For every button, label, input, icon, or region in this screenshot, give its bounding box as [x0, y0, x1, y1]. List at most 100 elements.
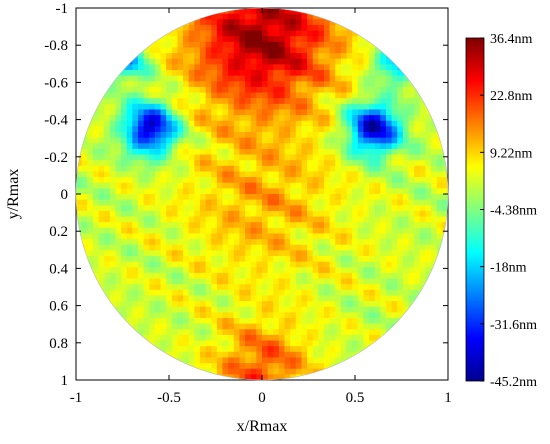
heatmap-cell [312, 143, 319, 150]
heatmap-cell [200, 278, 207, 285]
heatmap-cell [329, 53, 336, 60]
heatmap-cell [115, 227, 122, 235]
heatmap-cell [216, 301, 224, 308]
heatmap-cell [188, 70, 195, 77]
heatmap-cell [228, 329, 235, 336]
heatmap-cell [324, 289, 331, 297]
heatmap-cell [369, 165, 376, 173]
heatmap-cell [143, 109, 150, 116]
heatmap-cell [188, 19, 195, 26]
heatmap-cell [228, 267, 235, 274]
heatmap-cell [414, 98, 421, 105]
heatmap-cell [295, 289, 303, 297]
heatmap-cell [267, 109, 274, 116]
heatmap-cell [295, 120, 303, 127]
heatmap-cell [402, 233, 410, 240]
heatmap-cell [228, 363, 235, 370]
heatmap-cell [318, 210, 325, 218]
heatmap-cell [391, 98, 398, 105]
heatmap-cell [121, 312, 128, 319]
heatmap-cell [126, 182, 133, 189]
heatmap-cell [419, 115, 427, 122]
heatmap-cell [171, 177, 179, 184]
heatmap-cell [352, 109, 359, 116]
heatmap-cell [188, 272, 195, 280]
heatmap-cell [222, 318, 229, 325]
heatmap-cell [262, 261, 269, 268]
heatmap-cell [397, 199, 404, 206]
heatmap-cell [250, 227, 257, 235]
heatmap-cell [233, 154, 241, 161]
heatmap-cell [216, 199, 224, 206]
heatmap-cell [346, 70, 353, 77]
heatmap-cell [346, 92, 353, 99]
heatmap-cell [132, 58, 139, 65]
heatmap-cell [256, 261, 263, 268]
heatmap-cell [391, 250, 398, 257]
heatmap-cell [132, 154, 139, 161]
heatmap-cell [143, 160, 150, 167]
heatmap-cell [312, 222, 319, 229]
heatmap-cell [301, 148, 308, 156]
heatmap-cell [312, 227, 319, 235]
heatmap-cell [109, 205, 117, 212]
heatmap-cell [402, 126, 410, 133]
heatmap-cell [250, 92, 257, 99]
heatmap-cell [267, 256, 274, 263]
heatmap-cell [92, 132, 100, 139]
heatmap-cell [109, 278, 117, 285]
heatmap-cell [335, 267, 342, 274]
heatmap-cell [211, 126, 218, 133]
heatmap-cell [273, 19, 280, 26]
heatmap-cell [312, 363, 319, 370]
heatmap-cell [357, 75, 365, 82]
heatmap-cell [194, 148, 201, 156]
heatmap-cell [250, 36, 257, 43]
heatmap-cell [154, 58, 162, 65]
heatmap-cell [188, 137, 195, 144]
heatmap-cell [329, 323, 336, 330]
heatmap-cell [295, 233, 303, 240]
heatmap-cell [340, 132, 348, 139]
x-tick-label: -1 [70, 390, 83, 406]
heatmap-cell [273, 312, 280, 319]
heatmap-cell [324, 182, 331, 189]
heatmap-cell [250, 188, 257, 195]
heatmap-cell [335, 318, 342, 325]
heatmap-cell [295, 182, 303, 189]
heatmap-cell [414, 160, 421, 167]
heatmap-cell [104, 115, 111, 122]
heatmap-cell [256, 103, 263, 111]
heatmap-cell [335, 160, 342, 167]
heatmap-cell [87, 165, 94, 173]
heatmap-cell [126, 227, 133, 235]
heatmap-cell [222, 210, 229, 218]
heatmap-cell [92, 115, 100, 122]
heatmap-cell [419, 250, 427, 257]
heatmap-cell [318, 103, 325, 111]
heatmap-cell [177, 233, 184, 240]
y-tick-label: 0.2 [49, 224, 68, 240]
heatmap-cell [81, 171, 88, 178]
heatmap-cell [104, 278, 111, 285]
heatmap-cell [414, 188, 421, 195]
heatmap-cell [81, 222, 88, 229]
heatmap-cell [340, 182, 348, 189]
heatmap-cell [267, 318, 274, 325]
heatmap-cell [278, 115, 286, 122]
heatmap-cell [307, 143, 314, 150]
heatmap-cell [363, 289, 370, 297]
heatmap-cell [374, 199, 381, 206]
heatmap-cell [256, 8, 263, 15]
heatmap-cell [205, 357, 212, 364]
heatmap-cell [211, 81, 218, 88]
heatmap-cell [233, 194, 241, 201]
heatmap-cell [284, 244, 291, 251]
heatmap-cell [273, 120, 280, 127]
heatmap-cell [183, 329, 190, 336]
heatmap-cell [369, 81, 376, 88]
heatmap-cell [194, 103, 201, 111]
heatmap-cell [442, 182, 448, 189]
heatmap-cell [160, 334, 167, 342]
heatmap-cell [245, 205, 252, 212]
